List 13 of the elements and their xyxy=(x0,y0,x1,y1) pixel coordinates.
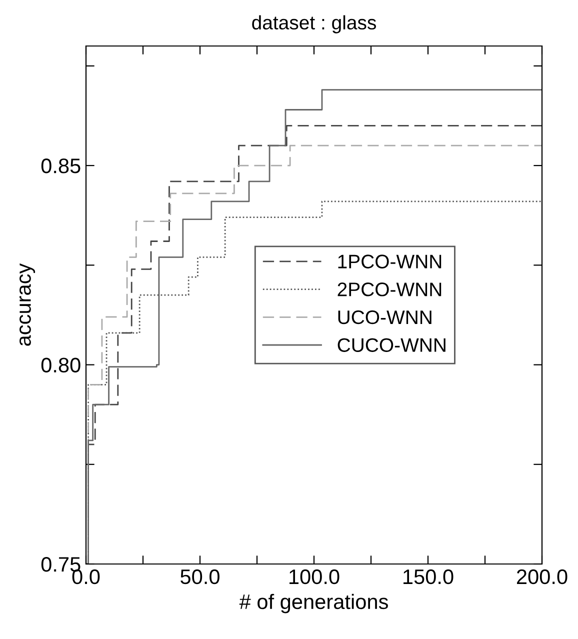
x-tick-label: 100.0 xyxy=(290,569,340,584)
legend-label: 2PCO-WNN xyxy=(338,282,442,296)
chart-title: dataset : glass xyxy=(252,15,376,34)
y-tick-label: 0.80 xyxy=(41,358,80,373)
legend-label: 1PCO-WNN xyxy=(338,254,442,268)
x-tick-label: 50.0 xyxy=(180,569,220,584)
legend-label: CUCO-WNN xyxy=(338,338,446,352)
y-tick-label: 0.85 xyxy=(41,158,80,174)
x-tick-label: 150.0 xyxy=(404,569,454,584)
y-axis-title: accuracy xyxy=(20,263,36,346)
legend-label: UCO-WNN xyxy=(338,310,432,324)
x-axis-title: # of generations xyxy=(239,594,388,614)
x-tick-label: 200.0 xyxy=(516,569,568,584)
